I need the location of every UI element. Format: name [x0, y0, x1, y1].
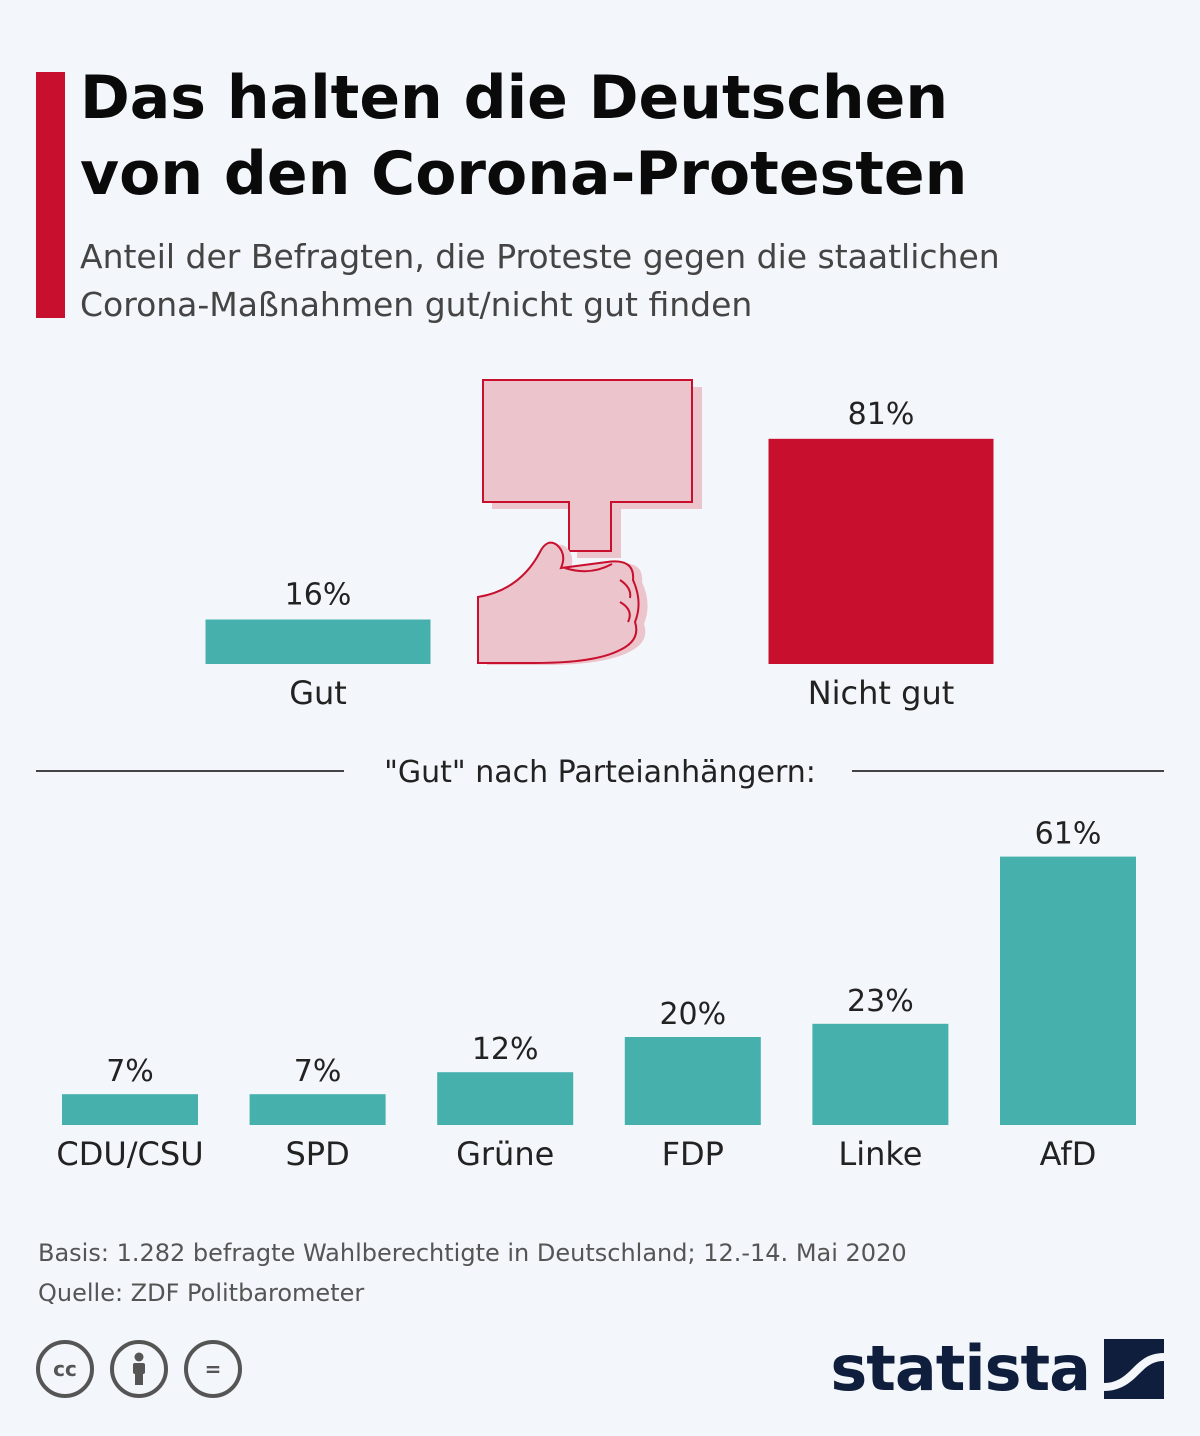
party-section-title: "Gut" nach Parteianhängern: [384, 755, 816, 790]
statista-logo-icon [1104, 1338, 1164, 1399]
subtitle-line-1: Anteil der Befragten, die Proteste gegen… [80, 237, 1000, 276]
overall-chart: 16% Gut 81% Nicht gut [205, 397, 994, 712]
footer-source: Quelle: ZDF Politbarometer [38, 1279, 365, 1307]
chart-title: Das halten die Deutschen von den Corona-… [80, 60, 1160, 212]
statista-logo[interactable]: statista [830, 1332, 1164, 1405]
value-label-cdu-csu: 7% [106, 1054, 154, 1089]
category-label-linke: Linke [838, 1135, 922, 1173]
value-label-linke: 23% [847, 984, 914, 1019]
nd-no-derivatives-icon[interactable]: = [184, 1340, 242, 1398]
category-label-afd: AfD [1040, 1135, 1097, 1173]
value-label-gr-ne: 12% [472, 1032, 539, 1067]
brand-name: statista [830, 1332, 1091, 1405]
category-label-spd: SPD [285, 1135, 349, 1173]
protest-sign-fist-icon [477, 379, 702, 665]
bar-linke [812, 1023, 949, 1125]
subtitle-line-2: Corona-Maßnahmen gut/nicht gut finden [80, 285, 753, 324]
bar-afd [1000, 856, 1136, 1125]
bar-cdu-csu [62, 1094, 198, 1125]
bar-spd [249, 1094, 386, 1125]
value-label-spd: 7% [294, 1054, 342, 1089]
bar-gut [205, 619, 431, 664]
party-chart: 7% CDU/CSU 7% SPD 12% Grüne 20% FDP 23% Linke 61% A… [56, 817, 1136, 1173]
cc-icon[interactable]: cc [36, 1340, 94, 1398]
accent-bar [36, 72, 65, 318]
category-label-gr-ne: Grüne [456, 1135, 554, 1173]
footer-basis: Basis: 1.282 befragte Wahlberechtigte in… [38, 1239, 907, 1267]
footer: Basis: 1.282 befragte Wahlberechtigte in… [38, 1233, 907, 1313]
license-icons: cc = [36, 1340, 242, 1398]
chart-area: 16% Gut 81% Nicht gut "Gut" nach Parteianhä… [36, 379, 1164, 1173]
bar-gr-ne [437, 1072, 574, 1125]
value-label-nicht-gut: 81% [848, 397, 915, 432]
category-label-fdp: FDP [662, 1135, 724, 1173]
value-label-afd: 61% [1035, 817, 1102, 852]
value-label-gut: 16% [285, 578, 352, 613]
by-attribution-icon[interactable] [110, 1340, 168, 1398]
chart-subtitle: Anteil der Befragten, die Proteste gegen… [80, 233, 1170, 329]
category-label-cdu-csu: CDU/CSU [56, 1135, 203, 1173]
title-line-2: von den Corona-Protesten [80, 139, 968, 209]
value-label-fdp: 20% [659, 997, 726, 1032]
title-line-1: Das halten die Deutschen [80, 63, 949, 133]
category-label-gut: Gut [289, 674, 347, 712]
category-label-nicht-gut: Nicht gut [808, 674, 955, 712]
bar-nicht-gut [768, 438, 994, 664]
bar-fdp [624, 1037, 761, 1125]
